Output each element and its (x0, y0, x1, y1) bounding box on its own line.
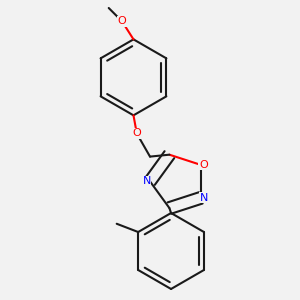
Text: O: O (132, 128, 141, 139)
Text: N: N (200, 193, 208, 203)
Text: O: O (199, 160, 208, 170)
Text: N: N (142, 176, 151, 186)
Text: O: O (118, 16, 126, 26)
